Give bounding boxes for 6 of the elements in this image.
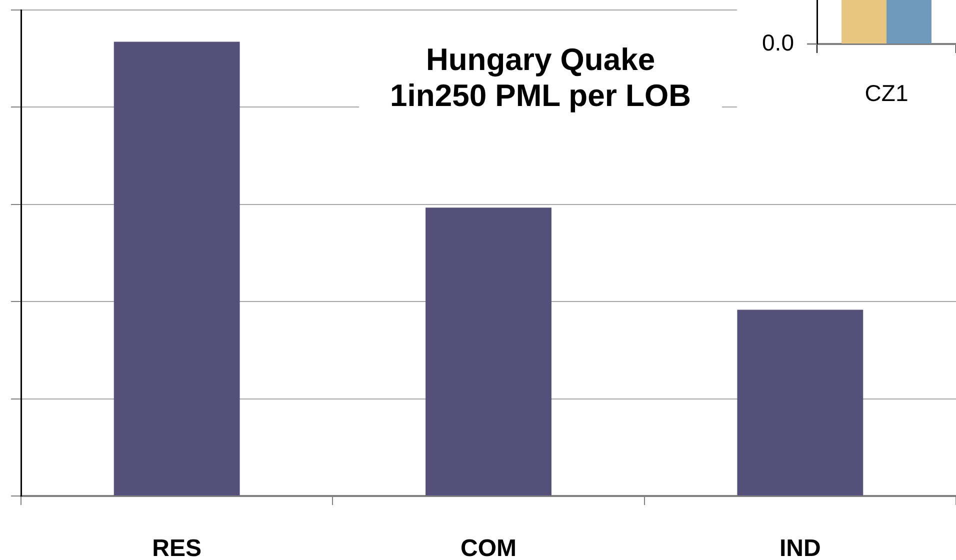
x-tick-label: RES (152, 535, 202, 560)
x-tick-label: CZ1 (864, 80, 908, 106)
text: Hungary Quake 1in250 PML per LOB (359, 30, 722, 116)
x-tick-label: IND (779, 535, 821, 560)
annotation: 0.0 (762, 29, 794, 56)
x-tick-label: COM (460, 535, 516, 560)
